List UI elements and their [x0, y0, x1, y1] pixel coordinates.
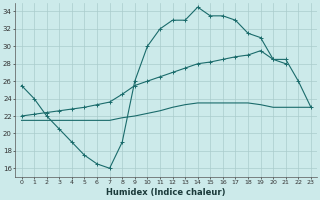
X-axis label: Humidex (Indice chaleur): Humidex (Indice chaleur) — [107, 188, 226, 197]
